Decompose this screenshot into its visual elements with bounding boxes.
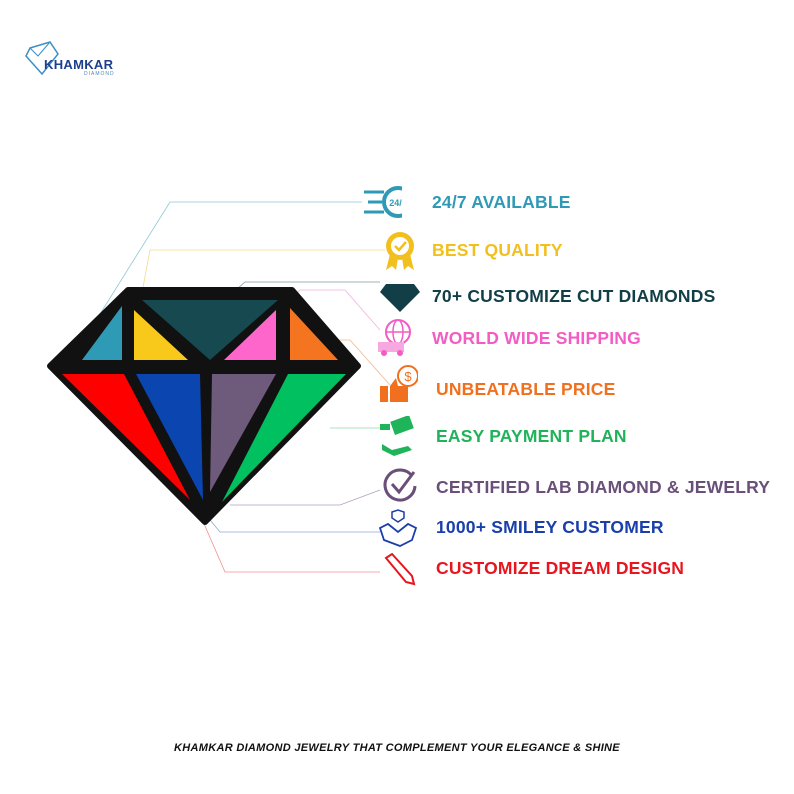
feature-certified: CERTIFIED LAB DIAMOND & JEWELRY	[436, 477, 771, 497]
logo: KHAMKAR DIAMOND	[24, 40, 119, 80]
facet-darkteal	[142, 300, 278, 360]
facet-green	[222, 374, 346, 502]
thumbs-up-dollar-icon: $	[380, 365, 418, 402]
facet-purple	[210, 374, 276, 492]
feature-customers: 1000+ SMILEY CUSTOMER	[436, 517, 664, 537]
money-hand-icon	[380, 416, 414, 456]
logo-name: KHAMKAR	[44, 57, 114, 72]
facet-red	[62, 374, 190, 500]
diamond-facets	[62, 300, 346, 502]
facet-orange	[290, 308, 338, 360]
feature-price: UNBEATABLE PRICE	[436, 379, 616, 399]
facet-pink	[224, 310, 276, 360]
clock-24-7-icon: 24/7	[364, 186, 402, 218]
check-circle-icon	[383, 468, 417, 502]
logo-sub: DIAMOND	[84, 71, 115, 77]
quality-badge-icon	[386, 232, 414, 270]
facet-teal	[82, 306, 122, 360]
facet-blue	[136, 374, 203, 500]
pencil-icon	[384, 552, 416, 586]
feature-24-7-available: 24/7 AVAILABLE	[432, 192, 571, 212]
diamond-icon	[380, 284, 420, 312]
badge-24-7: 24/7	[389, 198, 402, 208]
feature-custom-cut: 70+ CUSTOMIZE CUT DIAMONDS	[432, 286, 716, 306]
handshake-icon	[378, 509, 418, 547]
feature-best-quality: BEST QUALITY	[432, 240, 563, 260]
tagline: KHAMKAR DIAMOND JEWELRY THAT COMPLEMENT …	[174, 742, 620, 754]
globe-truck-icon	[378, 319, 411, 356]
logo-diamond-icon	[25, 41, 59, 76]
feature-payment: EASY PAYMENT PLAN	[436, 426, 627, 446]
feature-shipping: WORLD WIDE SHIPPING	[432, 328, 641, 348]
facet-yellow	[134, 310, 188, 360]
svg-text:$: $	[404, 369, 412, 384]
feature-dream-design: CUSTOMIZE DREAM DESIGN	[436, 558, 685, 578]
